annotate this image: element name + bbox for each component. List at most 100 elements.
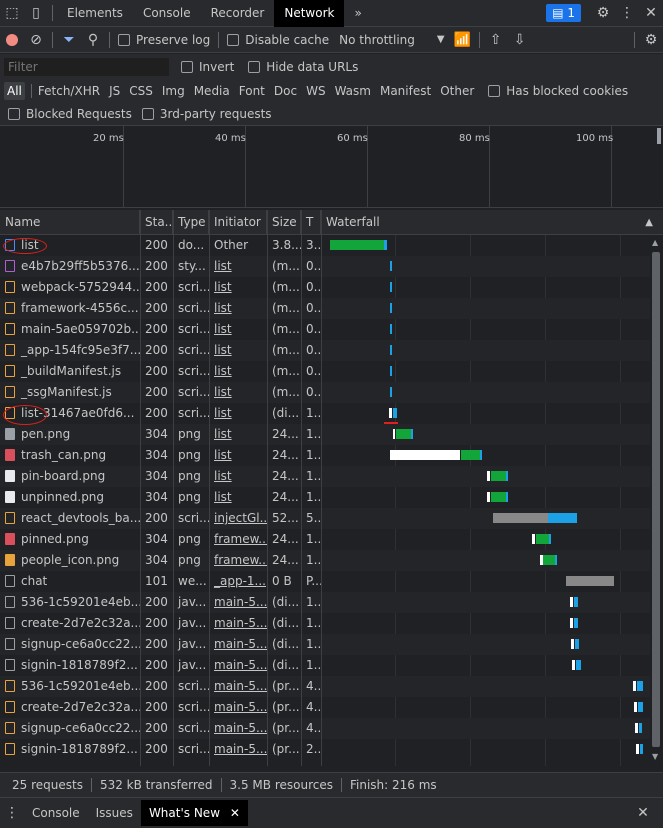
cell-name[interactable]: framework-4556c...: [0, 298, 140, 319]
waterfall-bar-waiting[interactable]: [635, 723, 638, 733]
waterfall-bar-download[interactable]: [384, 240, 387, 250]
table-row[interactable]: webpack-5752944... 200 scri... list (m... 0..…: [0, 277, 650, 298]
waterfall-bar-download[interactable]: [393, 408, 397, 418]
sort-up-icon[interactable]: ▲: [645, 217, 653, 228]
issues-badge[interactable]: ▤ 1: [546, 4, 581, 22]
table-row[interactable]: 536-1c59201e4eb... 200 scri... main-5... (pr…: [0, 676, 650, 697]
waterfall-bar-waiting[interactable]: [570, 618, 573, 628]
waterfall-bar-download[interactable]: [506, 471, 508, 481]
more-tabs-button[interactable]: »: [354, 5, 362, 20]
cell-initiator[interactable]: framew...: [209, 529, 267, 550]
table-row[interactable]: pinned.png 304 png framew... 24... 1...: [0, 529, 650, 550]
cell-name[interactable]: 536-1c59201e4eb...: [0, 676, 140, 697]
waterfall-bar-download[interactable]: [640, 744, 643, 754]
waterfall-bar-download[interactable]: [390, 366, 392, 376]
cell-initiator[interactable]: list: [209, 424, 267, 445]
table-row[interactable]: 536-1c59201e4eb... 200 jav... main-5... (di.…: [0, 592, 650, 613]
cell-initiator[interactable]: list: [209, 277, 267, 298]
waterfall-bar-ttfb[interactable]: [330, 240, 384, 250]
waterfall-bar-waiting[interactable]: [572, 660, 575, 670]
table-row[interactable]: e4b7b29ff5b5376... 200 sty... list (m... 0...: [0, 256, 650, 277]
col-initiator-header[interactable]: Initiator: [209, 210, 267, 235]
close-devtools-icon[interactable]: ✕: [645, 5, 657, 21]
cell-name[interactable]: signup-ce6a0cc22...: [0, 718, 140, 739]
waterfall-bar-waiting[interactable]: [487, 492, 490, 502]
cell-initiator[interactable]: list: [209, 403, 267, 424]
waterfall-bar-ttfb[interactable]: [491, 471, 506, 481]
scroll-up-icon[interactable]: ▲: [652, 238, 659, 247]
network-conditions-icon[interactable]: 📶: [453, 31, 472, 48]
cell-name[interactable]: pen.png: [0, 424, 140, 445]
col-type-header[interactable]: Type: [173, 210, 209, 235]
cell-initiator[interactable]: list: [209, 382, 267, 403]
waterfall-bar-waiting[interactable]: [636, 744, 639, 754]
table-row[interactable]: signup-ce6a0cc22... 200 jav... main-5... (di…: [0, 634, 650, 655]
cell-initiator[interactable]: main-5...: [209, 613, 267, 634]
cell-name[interactable]: _app-154fc95e3f7...: [0, 340, 140, 361]
waterfall-bar-waiting[interactable]: [393, 429, 395, 439]
scroll-down-icon[interactable]: ▼: [652, 752, 659, 761]
type-manifest[interactable]: Manifest: [379, 84, 432, 98]
waterfall-bar-ttfb[interactable]: [396, 429, 411, 439]
type-wasm[interactable]: Wasm: [334, 84, 371, 98]
cell-name[interactable]: e4b7b29ff5b5376...: [0, 256, 140, 277]
col-size-header[interactable]: Size: [267, 210, 301, 235]
cell-initiator[interactable]: list: [209, 487, 267, 508]
col-waterfall-header[interactable]: Waterfall ▲: [321, 210, 663, 235]
cell-name[interactable]: unpinned.png: [0, 487, 140, 508]
table-row[interactable]: create-2d7e2c32a... 200 scri... main-5... (p…: [0, 697, 650, 718]
settings-gear-icon[interactable]: ⚙: [596, 5, 610, 21]
more-options-icon[interactable]: ⋮: [620, 5, 634, 21]
cell-initiator[interactable]: list: [209, 298, 267, 319]
type-doc[interactable]: Doc: [273, 84, 298, 98]
waterfall-bar-waiting[interactable]: [633, 681, 636, 691]
type-media[interactable]: Media: [193, 84, 230, 98]
cell-initiator[interactable]: list: [209, 319, 267, 340]
waterfall-bar-waiting[interactable]: [540, 555, 543, 565]
waterfall-bar-download[interactable]: [411, 429, 413, 439]
tab-elements[interactable]: Elements: [67, 5, 123, 20]
drawer-tab-console[interactable]: Console: [32, 806, 80, 820]
cell-name[interactable]: trash_can.png: [0, 445, 140, 466]
table-row[interactable]: _buildManifest.js 200 scri... list (m... 0...: [0, 361, 650, 382]
table-row[interactable]: main-5ae059702b... 200 scri... list (m... 0..…: [0, 319, 650, 340]
record-icon[interactable]: [0, 26, 24, 53]
drawer-tab-whats-new[interactable]: What's New ✕: [140, 800, 248, 826]
has-blocked-cookies-checkbox[interactable]: [488, 85, 501, 97]
table-row[interactable]: signup-ce6a0cc22... 200 scri... main-5... (p…: [0, 718, 650, 739]
cell-name[interactable]: _ssgManifest.js: [0, 382, 140, 403]
overview-scroll-handle[interactable]: [657, 128, 661, 144]
export-har-icon[interactable]: ⇩: [513, 31, 526, 48]
cell-name[interactable]: pinned.png: [0, 529, 140, 550]
device-toolbar-icon[interactable]: ▯: [32, 5, 40, 21]
cell-name[interactable]: signin-1818789f2...: [0, 655, 140, 676]
cell-initiator[interactable]: main-5...: [209, 655, 267, 676]
cell-initiator[interactable]: main-5...: [209, 634, 267, 655]
waterfall-bar-waiting[interactable]: [390, 450, 460, 460]
col-status-header[interactable]: Sta...: [140, 210, 173, 235]
type-img[interactable]: Img: [161, 84, 185, 98]
waterfall-bar-download[interactable]: [548, 513, 577, 523]
drawer-tab-issues[interactable]: Issues: [95, 806, 133, 820]
cell-name[interactable]: signup-ce6a0cc22...: [0, 634, 140, 655]
cell-name[interactable]: create-2d7e2c32a...: [0, 697, 140, 718]
type-ws[interactable]: WS: [306, 84, 326, 98]
waterfall-bar-queue[interactable]: [566, 576, 614, 586]
table-row[interactable]: _ssgManifest.js 200 scri... list (m... 0...: [0, 382, 650, 403]
cell-name[interactable]: 536-1c59201e4eb...: [0, 592, 140, 613]
type-all[interactable]: All: [4, 82, 25, 100]
waterfall-bar-download[interactable]: [574, 597, 578, 607]
waterfall-bar-ttfb[interactable]: [461, 450, 480, 460]
type-other[interactable]: Other: [440, 84, 475, 98]
waterfall-bar-waiting[interactable]: [532, 534, 535, 544]
invert-checkbox[interactable]: [181, 61, 193, 73]
table-row[interactable]: framework-4556c... 200 scri... list (m... 0..…: [0, 298, 650, 319]
table-row[interactable]: _app-154fc95e3f7... 200 scri... list (m... 0.…: [0, 340, 650, 361]
cell-name[interactable]: react_devtools_ba...: [0, 508, 140, 529]
cell-initiator[interactable]: main-5...: [209, 592, 267, 613]
